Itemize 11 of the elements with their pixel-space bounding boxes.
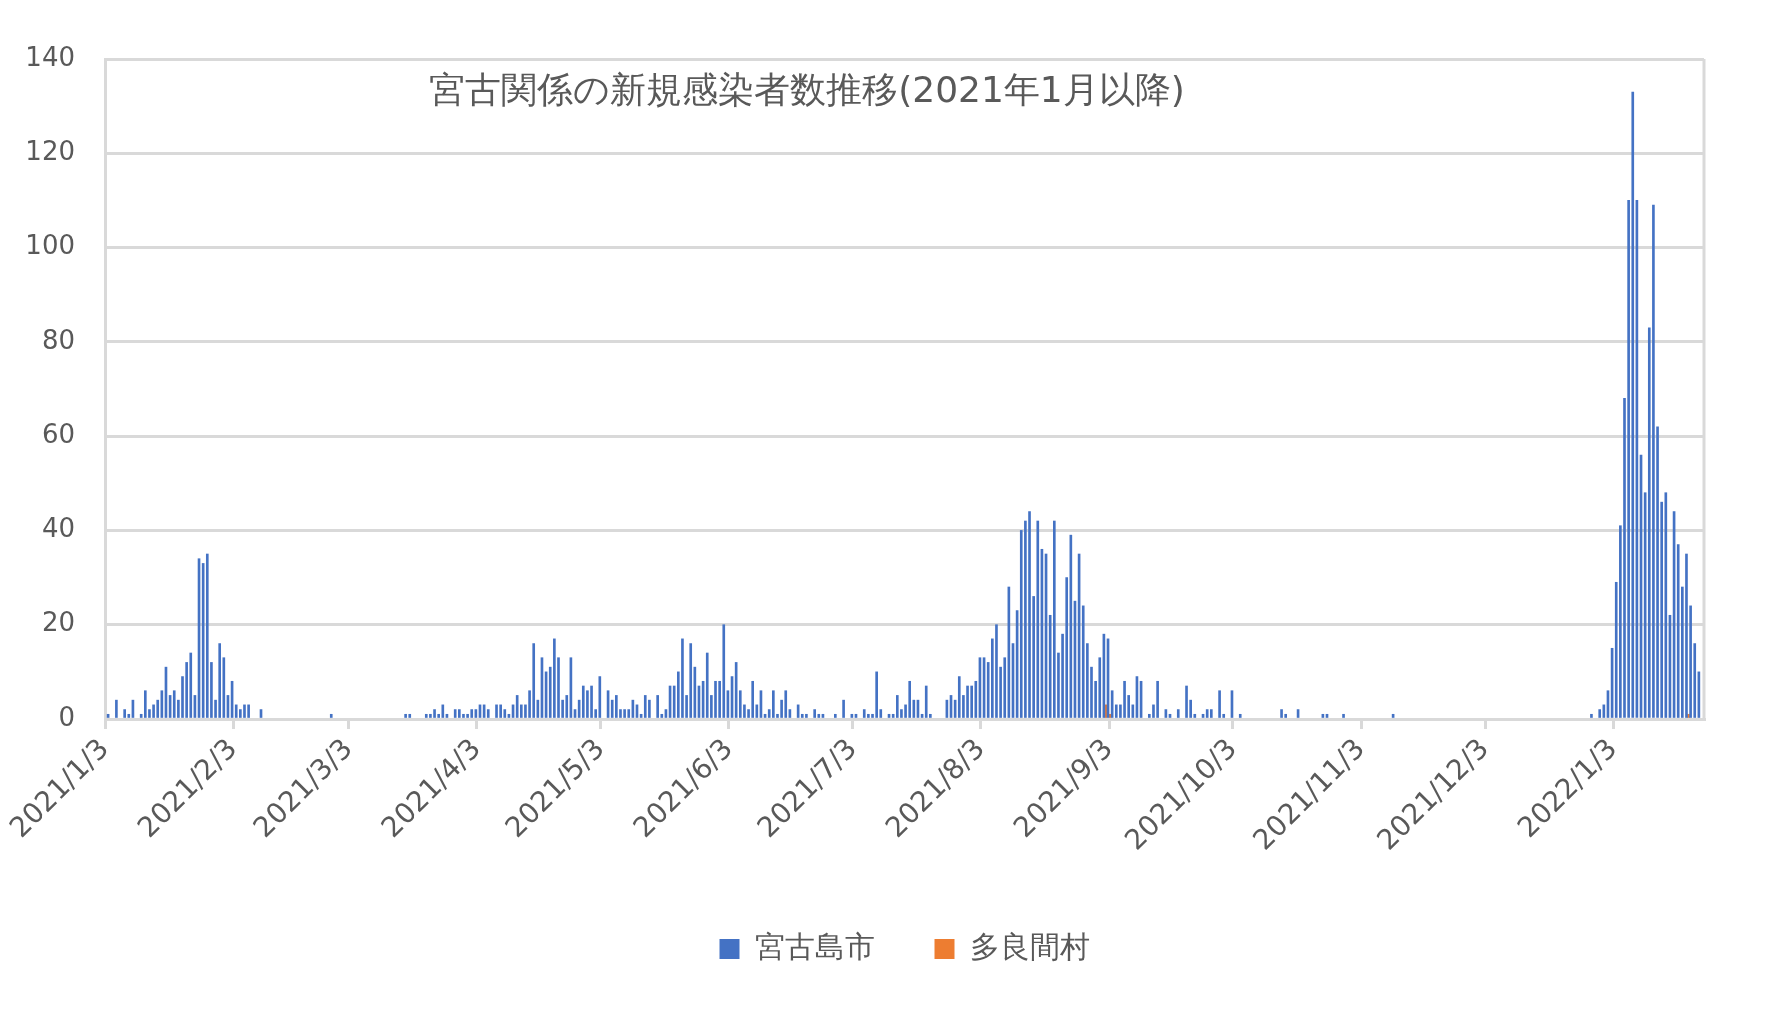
chart-title: 宮古関係の新規感染者数推移(2021年1月以降) [429,68,1185,112]
y-tick-label: 40 [41,513,75,544]
legend-label: 宮古島市 [754,928,875,964]
y-tick-label: 140 [25,41,75,72]
y-tick-label: 60 [41,418,75,449]
y-tick-label: 0 [58,701,75,732]
y-tick-label: 80 [41,324,75,355]
legend-label: 多良間村 [969,928,1090,964]
y-tick-label: 100 [25,230,75,261]
y-tick-label: 20 [41,607,75,638]
y-tick-label: 120 [25,136,75,167]
